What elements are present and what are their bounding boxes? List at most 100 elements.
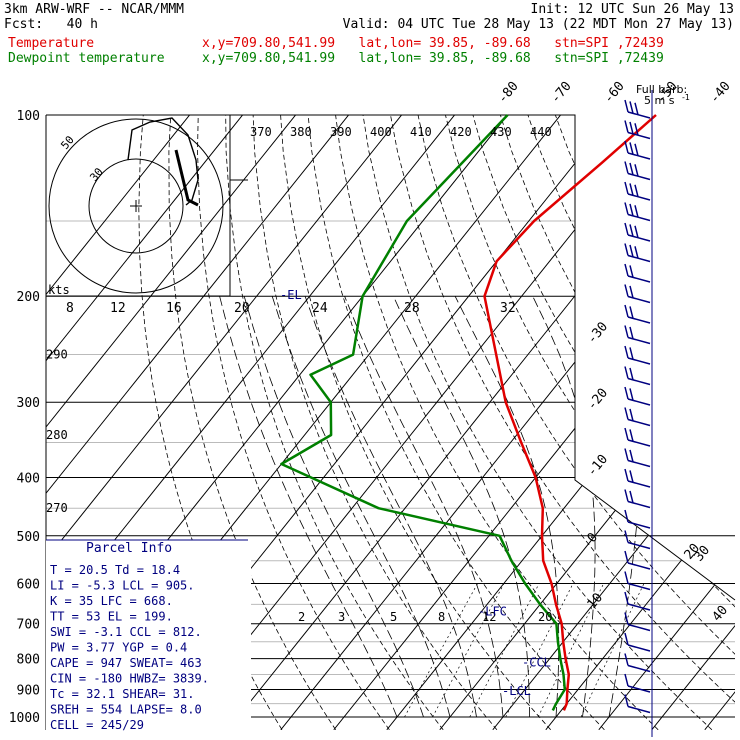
mixing-ratio-label: 12 [482, 610, 496, 624]
dry-adiabat-line [251, 115, 498, 730]
wind-barb-flag [624, 632, 629, 646]
parcel-info-row: T = 20.5 Td = 18.4 [50, 563, 180, 577]
isotherm-line [598, 115, 735, 730]
temp-tick-label: -40 [707, 79, 734, 107]
temp-tick-label: -60 [601, 79, 628, 107]
dry-adiabat-line [681, 115, 735, 730]
valid-time: Valid: 04 UTC Tue 28 May 13 (22 MDT Mon … [342, 17, 734, 32]
wind-barb [627, 254, 651, 263]
parcel-info-row: CAPE = 947 SWEAT= 463 [50, 656, 202, 670]
wind-barb [627, 685, 651, 693]
wind-barb-flag [624, 304, 629, 318]
parcel-info-row: Tc = 32.1 SHEAR= 31. [50, 687, 195, 701]
wind-barb-flag [629, 470, 634, 483]
wind-barb-flag [624, 140, 629, 154]
wind-barb [627, 500, 651, 509]
dry-adiabat-line [373, 115, 735, 730]
temperature-legend: Temperature [8, 36, 95, 51]
wind-barb [627, 603, 651, 611]
hodograph-ring-label: 50 [58, 133, 76, 152]
wind-barb-flag [624, 509, 629, 523]
wind-barb-flag [624, 161, 629, 174]
wind-barb-flag [629, 203, 634, 217]
init-time: Init: 12 UTC Sun 26 May 13 [530, 2, 735, 17]
wind-barb-flag [624, 284, 629, 297]
wind-barb-flag [624, 489, 629, 502]
parcel-info-title: Parcel Info [86, 541, 172, 556]
wind-barb-flag [624, 673, 629, 687]
wind-barb [627, 357, 651, 365]
hodograph-ring [48, 118, 224, 294]
pressure-label: 1000 [9, 711, 40, 726]
hodograph-trace [174, 149, 199, 207]
isotherm-line [46, 115, 349, 730]
wind-barb-flag [624, 263, 629, 277]
hodograph-speed-label: 20 [234, 301, 250, 316]
wind-barb-flag [624, 550, 629, 564]
wind-barb-flag [624, 427, 629, 441]
wind-barb-flag [629, 306, 634, 319]
wind-barb [627, 664, 651, 673]
hodograph-ring [88, 158, 184, 254]
mixing-ratio-label: 2 [298, 610, 305, 624]
wind-barb-flag [629, 429, 634, 442]
theta-e-label: 440 [530, 125, 552, 139]
wind-barb [627, 234, 651, 242]
wind-barb-flag [624, 653, 629, 666]
theta-e-label: 370 [250, 125, 272, 139]
mixing-ratio-line [537, 583, 605, 718]
parcel-info-row: PW = 3.77 YGP = 0.4 [50, 641, 187, 655]
temp-tick-label: -10 [585, 452, 612, 480]
dry-adiabat-line [491, 115, 735, 730]
dry-adiabat-line [397, 115, 735, 730]
wind-barb-flag [629, 224, 634, 237]
pressure-label: 900 [17, 683, 40, 698]
hodograph-speed-label: 16 [166, 301, 182, 316]
wind-barb-flag [629, 285, 634, 299]
mixing-ratio-label: 5 [390, 610, 397, 624]
wind-barb [627, 582, 651, 591]
dry-adiabat-line [349, 115, 713, 730]
wind-barb-flag [634, 102, 639, 115]
wind-barb-flag [624, 571, 629, 584]
theta-label: 270 [46, 501, 68, 515]
parcel-info-row: LI = -5.3 LCL = 905. [50, 579, 195, 593]
wind-barb-flag [624, 345, 629, 359]
dry-adiabat-line [197, 115, 390, 730]
dewpoint-legend: Dewpoint temperature [8, 51, 165, 66]
wind-barb-flag [624, 530, 629, 543]
temp-tick-label: 40 [710, 603, 732, 625]
dry-adiabat-line [302, 115, 605, 730]
pressure-label: 300 [17, 396, 40, 411]
dry-adiabat-line [444, 115, 735, 730]
forecast-hour: Fcst: 40 h [4, 17, 98, 32]
pressure-label: 100 [17, 109, 40, 124]
wind-barb-flag [624, 325, 629, 338]
hodograph-units: kts [48, 283, 70, 297]
wind-barb-flag [629, 408, 634, 422]
temp-tick-label: -70 [548, 79, 575, 107]
isotherm-line [280, 115, 735, 730]
temp-tick-label: 0 [585, 530, 602, 546]
isotherm-line [227, 115, 720, 730]
wind-barb [627, 480, 651, 488]
parcel-info-row: K = 35 LFC = 668. [50, 594, 173, 608]
moist-adiabat-line [344, 296, 504, 718]
pressure-label: 700 [17, 618, 40, 633]
temperature-profile [483, 114, 657, 711]
wind-barb [627, 418, 651, 427]
wind-barb [627, 172, 651, 181]
wind-barb-flag [624, 120, 629, 133]
isotherm-line [333, 115, 735, 730]
parcel-info-row: CIN = -180 HWBZ= 3839. [50, 672, 209, 686]
mixing-ratio-label: 3 [338, 610, 345, 624]
wind-barb-flag [624, 407, 629, 420]
wind-barb-flag [629, 162, 634, 176]
parcel-info-row: TT = 53 EL = 199. [50, 610, 173, 624]
hodograph-speed-label: 24 [312, 301, 328, 316]
theta-label: 290 [46, 348, 68, 362]
wind-barb-flag [624, 202, 629, 215]
full-barb-label: Full barb: [636, 83, 687, 96]
wind-barb-flag [624, 591, 629, 605]
wind-barb-flag [624, 612, 629, 625]
